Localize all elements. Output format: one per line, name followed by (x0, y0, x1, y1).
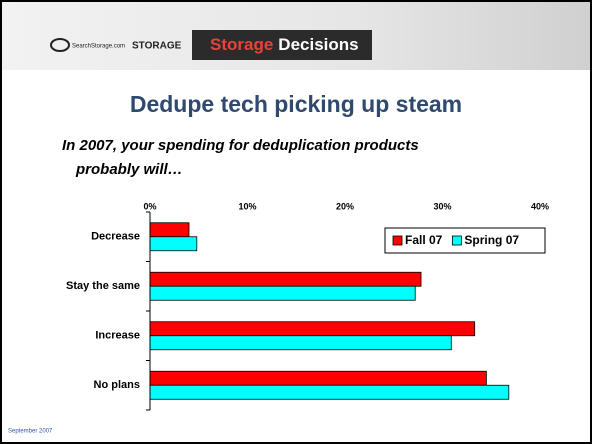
legend-swatch (392, 235, 403, 246)
subtitle: In 2007, your spending for deduplication… (62, 137, 419, 154)
y-tick-label: No plans (94, 379, 140, 391)
title: Dedupe tech picking up steam (130, 91, 462, 117)
bar (149, 285, 416, 301)
x-tick-label: 30% (433, 201, 451, 211)
x-tick-label: 20% (336, 201, 354, 211)
bar (149, 236, 198, 252)
bar (149, 222, 190, 238)
legend-swatch (451, 235, 462, 246)
y-tick-label: Stay the same (66, 280, 140, 292)
bar (149, 321, 476, 337)
x-tick-label: 10% (238, 201, 256, 211)
bar (149, 271, 422, 287)
x-tick-label: 0% (143, 201, 156, 211)
event-a: Storage (210, 35, 273, 54)
y-tick-label: Decrease (91, 231, 140, 243)
logo-icon (50, 38, 70, 52)
bar (149, 370, 487, 386)
legend-label: Fall 07 (405, 233, 443, 247)
site-name: SearchStorage.com (72, 44, 125, 50)
event-name: Storage Decisions (210, 35, 359, 54)
bar (149, 384, 510, 400)
event-box (192, 30, 372, 60)
event-b: Decisions (278, 35, 358, 54)
y-tick-label: Increase (95, 330, 140, 342)
footer-date: September 2007 (8, 429, 53, 435)
bar (149, 335, 452, 351)
legend-label: Spring 07 (464, 233, 519, 247)
brand: STORAGE (132, 41, 182, 52)
subtitle: probably will… (75, 161, 183, 178)
x-tick-label: 40% (531, 201, 549, 211)
legend-box (384, 227, 546, 254)
